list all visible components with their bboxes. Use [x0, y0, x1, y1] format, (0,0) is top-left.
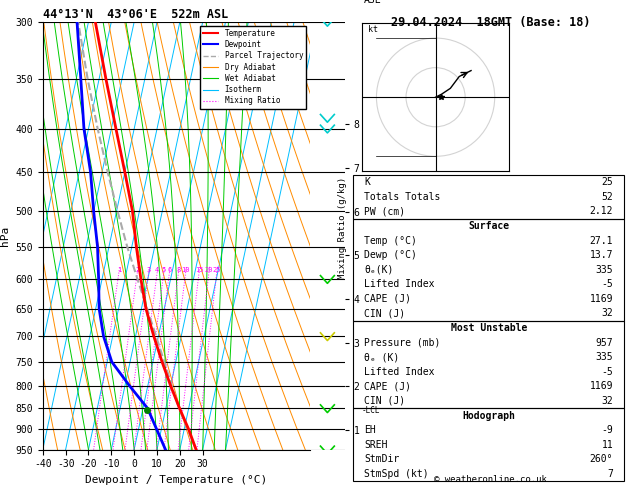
Text: © weatheronline.co.uk: © weatheronline.co.uk	[434, 475, 547, 484]
Text: 13.7: 13.7	[589, 250, 613, 260]
Text: 260°: 260°	[589, 454, 613, 464]
Text: 335: 335	[596, 265, 613, 275]
Text: Temp (°C): Temp (°C)	[364, 236, 417, 245]
Text: 10: 10	[181, 267, 190, 273]
Text: 1169: 1169	[589, 382, 613, 391]
Text: km
ASL: km ASL	[364, 0, 381, 5]
Text: CIN (J): CIN (J)	[364, 309, 406, 318]
Text: 20: 20	[204, 267, 213, 273]
Text: Dewp (°C): Dewp (°C)	[364, 250, 417, 260]
Text: 52: 52	[601, 192, 613, 202]
Text: Pressure (mb): Pressure (mb)	[364, 338, 441, 347]
Text: 3: 3	[147, 267, 151, 273]
Text: 15: 15	[195, 267, 203, 273]
Text: -LCL: -LCL	[362, 406, 381, 415]
Text: 7: 7	[607, 469, 613, 479]
Text: 32: 32	[601, 309, 613, 318]
Text: 2: 2	[135, 267, 140, 273]
Text: θₑ(K): θₑ(K)	[364, 265, 394, 275]
Text: CAPE (J): CAPE (J)	[364, 382, 411, 391]
Text: EH: EH	[364, 425, 376, 435]
Text: Surface: Surface	[468, 221, 509, 231]
Text: StmSpd (kt): StmSpd (kt)	[364, 469, 429, 479]
Text: 6: 6	[167, 267, 172, 273]
Text: 29.04.2024  18GMT (Base: 18): 29.04.2024 18GMT (Base: 18)	[391, 16, 591, 29]
Text: -9: -9	[601, 425, 613, 435]
Text: Lifted Index: Lifted Index	[364, 367, 435, 377]
X-axis label: Dewpoint / Temperature (°C): Dewpoint / Temperature (°C)	[86, 475, 267, 485]
Text: StmDir: StmDir	[364, 454, 399, 464]
Text: K: K	[364, 177, 370, 187]
Text: 2.12: 2.12	[589, 207, 613, 216]
Text: 1169: 1169	[589, 294, 613, 304]
Text: 44°13'N  43°06'E  522m ASL: 44°13'N 43°06'E 522m ASL	[43, 8, 228, 21]
Text: 11: 11	[601, 440, 613, 450]
Text: PW (cm): PW (cm)	[364, 207, 406, 216]
Text: 27.1: 27.1	[589, 236, 613, 245]
Text: -5: -5	[601, 367, 613, 377]
Text: 32: 32	[601, 396, 613, 406]
Text: 25: 25	[213, 267, 221, 273]
Text: 4: 4	[155, 267, 159, 273]
Y-axis label: hPa: hPa	[0, 226, 10, 246]
Text: 8: 8	[176, 267, 181, 273]
Text: 957: 957	[596, 338, 613, 347]
Text: SREH: SREH	[364, 440, 388, 450]
Text: Lifted Index: Lifted Index	[364, 279, 435, 289]
Text: 5: 5	[162, 267, 166, 273]
Text: Hodograph: Hodograph	[462, 411, 515, 420]
Text: 25: 25	[601, 177, 613, 187]
Text: 335: 335	[596, 352, 613, 362]
Text: Mixing Ratio (g/kg): Mixing Ratio (g/kg)	[338, 177, 347, 279]
Text: 1: 1	[117, 267, 121, 273]
Text: CIN (J): CIN (J)	[364, 396, 406, 406]
Text: CAPE (J): CAPE (J)	[364, 294, 411, 304]
Text: kt: kt	[367, 25, 377, 34]
Text: -5: -5	[601, 279, 613, 289]
Text: Most Unstable: Most Unstable	[450, 323, 527, 333]
Text: θₑ (K): θₑ (K)	[364, 352, 399, 362]
Text: Totals Totals: Totals Totals	[364, 192, 441, 202]
Legend: Temperature, Dewpoint, Parcel Trajectory, Dry Adiabat, Wet Adiabat, Isotherm, Mi: Temperature, Dewpoint, Parcel Trajectory…	[200, 26, 306, 108]
